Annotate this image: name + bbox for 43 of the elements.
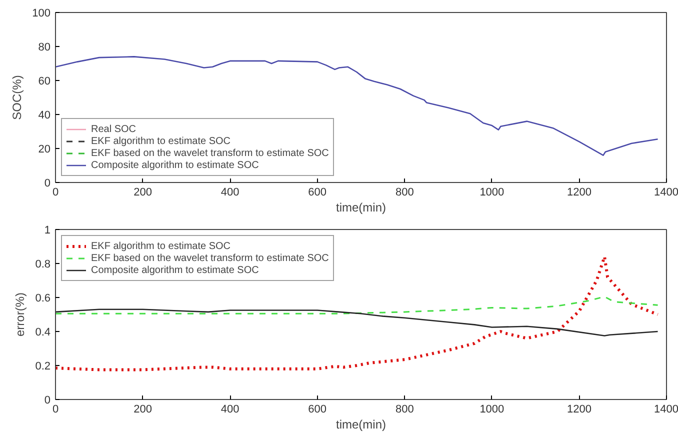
x-tick-label: 1400 (654, 404, 678, 416)
x-axis-title: time(min) (336, 200, 386, 214)
legend-label: Real SOC (91, 123, 136, 135)
y-tick-label: 80 (38, 42, 51, 54)
legend-label: EKF algorithm to estimate SOC (91, 240, 230, 252)
line-series (56, 56, 658, 156)
x-tick-label: 400 (220, 186, 240, 198)
x-tick-label: 600 (308, 404, 327, 416)
legend-label: Composite algorithm to estimate SOC (91, 264, 259, 276)
legend-label: EKF based on the wavelet transform to estimate SOC (91, 147, 329, 159)
y-tick-label: 0.4 (35, 326, 51, 338)
x-axis-title: time(min) (336, 418, 386, 432)
y-tick-label: 0 (44, 394, 51, 406)
y-tick-label: 0.6 (35, 292, 51, 304)
x-tick-label: 1000 (480, 186, 504, 198)
line-series (56, 296, 659, 314)
x-tick-label: 200 (134, 186, 152, 198)
x-tick-label: 400 (220, 404, 240, 416)
x-tick-label: 1400 (654, 186, 678, 198)
legend-label: EKF algorithm to estimate SOC (91, 135, 230, 147)
x-tick-label: 0 (52, 186, 59, 198)
y-tick-label: 0.2 (35, 360, 51, 372)
y-axis-title: error(%) (13, 292, 28, 336)
x-tick-label: 800 (395, 186, 414, 198)
line-series (56, 308, 658, 336)
x-tick-label: 600 (308, 186, 327, 198)
x-tick-label: 1000 (480, 404, 504, 416)
y-tick-label: 0.8 (35, 258, 51, 270)
legend-label: Composite algorithm to estimate SOC (91, 159, 259, 171)
x-tick-label: 0 (52, 404, 59, 416)
y-axis-title: SOC(%) (10, 75, 24, 120)
y-tick-label: 0 (44, 178, 51, 190)
y-tick-label: 40 (38, 110, 51, 122)
y-tick-label: 20 (38, 144, 51, 156)
legend-label: EKF based on the wavelet transform to estimate SOC (91, 252, 329, 264)
line-series (56, 255, 660, 372)
x-tick-label: 800 (395, 404, 414, 416)
x-tick-label: 1200 (566, 404, 592, 416)
y-tick-label: 60 (38, 76, 51, 88)
y-tick-label: 1 (44, 224, 51, 236)
x-tick-label: 1200 (566, 186, 592, 198)
x-tick-label: 200 (134, 404, 152, 416)
y-tick-label: 100 (32, 8, 51, 20)
